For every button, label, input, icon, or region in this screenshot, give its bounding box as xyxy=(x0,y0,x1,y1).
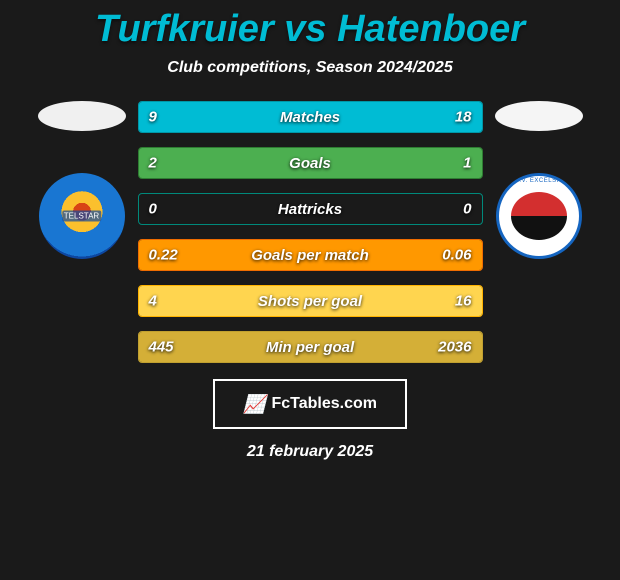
footer-brand-badge[interactable]: 📈 FcTables.com xyxy=(213,379,407,429)
bar-value-right: 0 xyxy=(463,201,471,218)
bar-label: Shots per goal xyxy=(258,293,362,310)
bar-label: Hattricks xyxy=(278,201,342,218)
stat-bars: 9 18 Matches 2 1 Goals 0 0 Hattricks 0.22 0.06 Goal… xyxy=(138,101,483,363)
stat-bar: 445 2036 Min per goal xyxy=(138,331,483,363)
right-team-crest-icon xyxy=(496,173,582,259)
bar-value-left: 445 xyxy=(149,339,174,356)
bar-value-left: 0 xyxy=(149,201,157,218)
bar-value-left: 0.22 xyxy=(149,247,178,264)
bar-label: Matches xyxy=(280,109,340,126)
stat-bar: 0.22 0.06 Goals per match xyxy=(138,239,483,271)
bar-label: Goals xyxy=(289,155,331,172)
bar-value-right: 16 xyxy=(455,293,472,310)
left-team-placeholder-icon xyxy=(38,101,126,131)
page-subtitle: Club competitions, Season 2024/2025 xyxy=(0,59,620,77)
bar-value-right: 0.06 xyxy=(442,247,471,264)
footer-brand-text: FcTables.com xyxy=(271,395,377,413)
bar-label: Goals per match xyxy=(251,247,369,264)
page-title: Turfkruier vs Hatenboer xyxy=(0,0,620,51)
left-team-crest-icon xyxy=(39,173,125,259)
chart-icon: 📈 xyxy=(243,394,265,415)
left-team-col xyxy=(36,101,128,259)
bar-fill-left xyxy=(139,148,368,178)
stat-bar: 2 1 Goals xyxy=(138,147,483,179)
bar-value-right: 1 xyxy=(463,155,471,172)
stat-bar: 0 0 Hattricks xyxy=(138,193,483,225)
bar-value-left: 2 xyxy=(149,155,157,172)
comparison-content: 9 18 Matches 2 1 Goals 0 0 Hattricks 0.22 0.06 Goal… xyxy=(0,101,620,363)
bar-value-right: 18 xyxy=(455,109,472,126)
footer-date: 21 february 2025 xyxy=(0,443,620,461)
bar-value-left: 9 xyxy=(149,109,157,126)
bar-label: Min per goal xyxy=(266,339,354,356)
bar-value-right: 2036 xyxy=(438,339,471,356)
bar-value-left: 4 xyxy=(149,293,157,310)
stat-bar: 4 16 Shots per goal xyxy=(138,285,483,317)
stat-bar: 9 18 Matches xyxy=(138,101,483,133)
right-team-col xyxy=(493,101,585,259)
right-team-placeholder-icon xyxy=(495,101,583,131)
